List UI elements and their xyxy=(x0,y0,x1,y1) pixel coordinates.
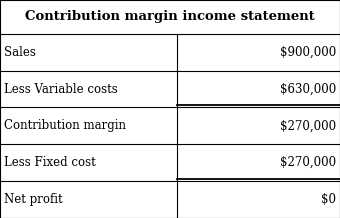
Text: Less Fixed cost: Less Fixed cost xyxy=(4,156,96,169)
Text: Sales: Sales xyxy=(4,46,36,59)
Text: $270,000: $270,000 xyxy=(280,119,336,132)
Text: Contribution margin income statement: Contribution margin income statement xyxy=(25,10,315,23)
Text: $630,000: $630,000 xyxy=(280,83,336,95)
Text: $270,000: $270,000 xyxy=(280,156,336,169)
Text: Net profit: Net profit xyxy=(4,193,63,206)
Text: $0: $0 xyxy=(321,193,336,206)
Text: Less Variable costs: Less Variable costs xyxy=(4,83,118,95)
Text: $900,000: $900,000 xyxy=(280,46,336,59)
Text: Contribution margin: Contribution margin xyxy=(4,119,126,132)
